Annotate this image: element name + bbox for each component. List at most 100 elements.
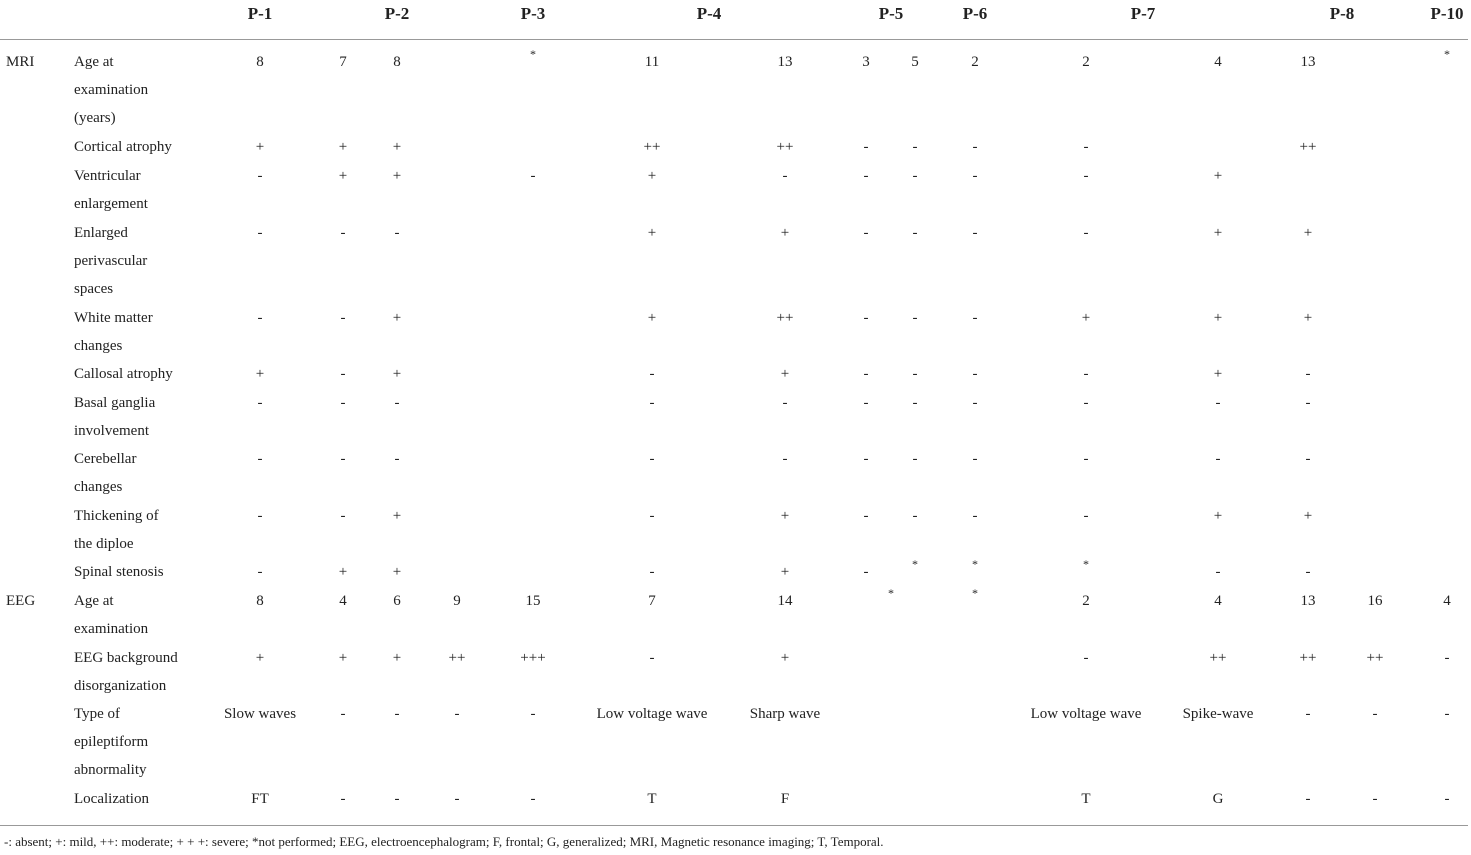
table-cell: Low voltage wave [1030, 706, 1142, 722]
table-cell: + [392, 168, 402, 184]
table-cell: - [1215, 564, 1221, 580]
table-cell: Spike-wave [1182, 706, 1254, 722]
table-cell: - [649, 451, 655, 467]
table-cell: 7 [339, 54, 347, 70]
table-cell: - [912, 310, 918, 326]
table-cell: 8 [393, 54, 401, 70]
row-label: changes [74, 479, 123, 495]
table-cell: - [1305, 791, 1311, 807]
row-label: Cortical atrophy [74, 139, 172, 155]
column-header: P-5 [878, 4, 904, 23]
table-cell: - [649, 564, 655, 580]
table-cell: ++ [1299, 650, 1317, 666]
row-label: examination [74, 621, 149, 637]
table-cell: - [1083, 225, 1089, 241]
column-header: P-8 [1329, 4, 1355, 23]
row-label: spaces [74, 281, 114, 297]
table-cell: - [340, 791, 346, 807]
table-cell: + [1213, 168, 1223, 184]
table-cell: + [338, 650, 348, 666]
table-cell: 11 [644, 54, 660, 70]
table-cell: - [1305, 706, 1311, 722]
table-cell: - [863, 139, 869, 155]
table-cell: - [257, 225, 263, 241]
table-cell: - [257, 451, 263, 467]
table-cell: * [1444, 47, 1450, 61]
table-cell: 8 [256, 593, 264, 609]
table-cell: - [394, 791, 400, 807]
table-cell: + [255, 366, 265, 382]
table-cell: 4 [339, 593, 347, 609]
row-label: Type of [74, 706, 121, 722]
table-cell: - [863, 168, 869, 184]
table-cell: - [1305, 366, 1311, 382]
table-cell: - [972, 508, 978, 524]
table-cell: 6 [393, 593, 401, 609]
row-label: (years) [74, 110, 116, 126]
table-cell: - [530, 168, 536, 184]
table-cell: - [649, 508, 655, 524]
table-cell: - [394, 395, 400, 411]
row-label: Age at [74, 593, 114, 609]
table-cell: T [647, 791, 657, 807]
table-cell: 4 [1443, 593, 1451, 609]
table-cell: + [255, 650, 265, 666]
table-cell: 13 [1300, 54, 1316, 70]
table-cell: - [454, 791, 460, 807]
table-cell: - [1083, 139, 1089, 155]
table-cell: + [647, 168, 657, 184]
table-cell: - [649, 650, 655, 666]
table-cell: - [863, 451, 869, 467]
table-cell: - [340, 508, 346, 524]
table-cell: * [912, 557, 918, 571]
row-label: Localization [74, 791, 149, 807]
table-cell: + [392, 650, 402, 666]
table-cell: + [392, 508, 402, 524]
table-cell: - [257, 168, 263, 184]
table-cell: + [338, 564, 348, 580]
table-cell: - [1444, 791, 1450, 807]
table-cell: - [1215, 395, 1221, 411]
table-cell: - [530, 791, 536, 807]
section-label: MRI [6, 54, 35, 70]
table-cell: - [1372, 706, 1378, 722]
table-cell: + [647, 225, 657, 241]
row-label: the diploe [74, 536, 134, 552]
table-cell: - [394, 451, 400, 467]
table-cell: - [972, 168, 978, 184]
table-cell: * [972, 557, 978, 571]
table-cell: + [780, 225, 790, 241]
table-cell: - [257, 564, 263, 580]
table-cell: - [340, 451, 346, 467]
table-rule [0, 39, 1468, 40]
table-cell: 9 [453, 593, 461, 609]
table-cell: - [972, 395, 978, 411]
table-cell: + [1213, 366, 1223, 382]
table-cell: - [912, 225, 918, 241]
column-header: P-4 [696, 4, 722, 23]
table-cell: 7 [648, 593, 656, 609]
table-cell: - [782, 168, 788, 184]
table-cell: - [972, 139, 978, 155]
table-cell: + [1303, 508, 1313, 524]
table-cell: - [1083, 650, 1089, 666]
column-header: P-7 [1130, 4, 1156, 23]
column-header: P-2 [384, 4, 410, 23]
table-cell: - [1083, 395, 1089, 411]
table-cell: 2 [971, 54, 979, 70]
row-label: abnormality [74, 762, 147, 778]
row-label: White matter [74, 310, 153, 326]
table-cell: 2 [1082, 593, 1090, 609]
table-cell: - [394, 706, 400, 722]
table-cell: Low voltage wave [596, 706, 708, 722]
row-label: EEG background [74, 650, 178, 666]
table-cell: - [863, 508, 869, 524]
table-cell: - [1215, 451, 1221, 467]
row-label: Basal ganglia [74, 395, 156, 411]
table-cell: - [912, 139, 918, 155]
table-cell: - [1083, 366, 1089, 382]
table-cell: + [392, 139, 402, 155]
table-cell: - [782, 451, 788, 467]
table-cell: - [394, 225, 400, 241]
